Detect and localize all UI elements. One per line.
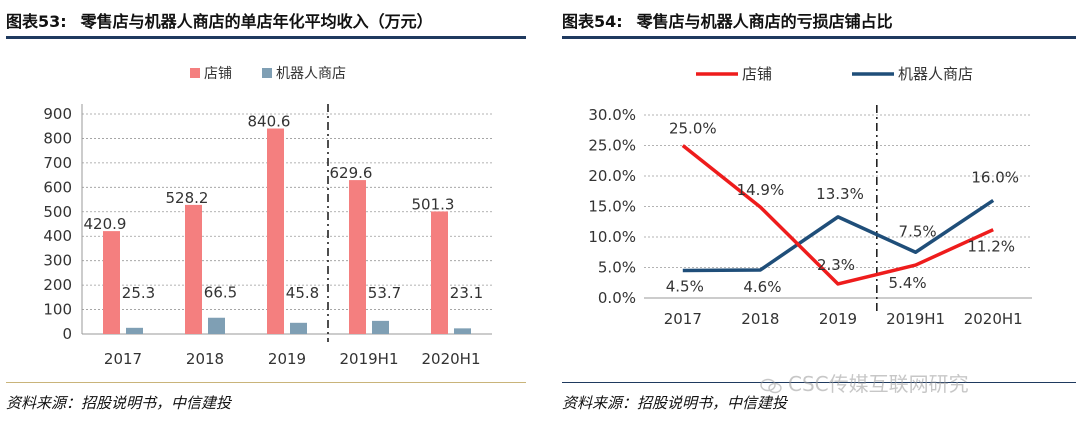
bar-1-2019H1 [372,320,389,334]
y-tick-label: 100 [43,301,72,319]
bar-0-2018 [185,204,202,334]
right-figure-number: 图表54: [562,12,623,31]
data-label-0-2019H1: 629.6 [330,164,373,182]
left-figure-panel: 图表53: 零售店与机器人商店的单店年化平均收入（万元） 店铺 机器人商店 0 100 2… [0,0,530,430]
y-tick-label: 0.0% [598,289,636,307]
data-label-1-2020H1: 23.1 [450,284,483,302]
left-source-note: 资料来源：招股说明书，中信建投 [6,394,232,412]
data-label-1-2019H1: 53.7 [368,284,401,302]
y-tick-label: 500 [43,203,72,221]
y-tick-label: 600 [43,178,72,196]
left-footer-rule [6,382,526,383]
bar-1-2018 [208,317,225,334]
line-chart: 店铺 机器人商店 0.0% 5.0% 10.0% 15.0% 20.0% 25.0% 30.0%… [588,65,1032,328]
legend-label-1: 机器人商店 [898,65,973,83]
x-tick-label: 2019 [268,350,306,368]
left-title-rule [6,36,526,39]
y-tick-label: 20.0% [588,167,636,185]
x-tick-label: 2019H1 [340,350,399,368]
bar-1-2019 [290,322,307,334]
data-label-0-2020H1: 501.3 [412,195,455,213]
x-tick-label: 2018 [186,350,224,368]
x-tick-label: 2020H1 [964,310,1023,328]
x-tick-label: 2020H1 [422,350,481,368]
data-label-1-2019: 13.3% [816,185,864,203]
data-label-0-2017: 25.0% [669,120,717,138]
right-figure-panel: 图表54: 零售店与机器人商店的亏损店铺占比 店铺 机器人商店 0.0% 5.0% 10.… [556,0,1080,430]
bar-chart: 店铺 机器人商店 0 100 200 300 400 500 600 700 800 900 2017 4… [43,66,492,368]
series-line-1 [682,198,995,273]
bar-0-2017 [103,231,120,334]
data-label-1-2017: 25.3 [122,284,155,302]
legend-label-0: 店铺 [742,65,772,83]
right-source-note: 资料来源：招股说明书，中信建投 [562,394,788,412]
data-label-0-2019: 2.3% [817,256,855,274]
y-tick-label: 5.0% [598,259,636,277]
data-label-0-2018: 528.2 [166,189,209,207]
data-label-0-2019H1: 5.4% [889,274,927,292]
right-figure-title-text: 零售店与机器人商店的亏损店铺占比 [636,12,893,31]
y-tick-label: 200 [43,276,72,294]
left-figure-title-text: 零售店与机器人商店的单店年化平均收入（万元） [80,12,433,31]
legend-label-0: 店铺 [204,66,232,82]
series-line-0 [681,144,994,286]
bar-0-2020H1 [431,211,448,334]
wechat-icon [760,378,782,393]
left-figure-title: 图表53: 零售店与机器人商店的单店年化平均收入（万元） [6,8,433,32]
x-tick-label: 2018 [741,310,779,328]
data-label-1-2020H1: 16.0% [971,168,1019,186]
x-tick-label: 2017 [664,310,702,328]
line-legend: 店铺 机器人商店 [696,65,973,83]
data-label-0-2017: 420.9 [84,215,127,233]
y-tick-label: 10.0% [588,228,636,246]
data-label-1-2018: 66.5 [204,284,237,302]
y-tick-label: 900 [43,105,72,123]
y-tick-label: 15.0% [588,198,636,216]
y-tick-label: 25.0% [588,137,636,155]
data-label-0-2020H1: 11.2% [967,238,1015,256]
data-label-0-2019: 840.6 [248,113,291,131]
x-tick-label: 2019 [819,310,857,328]
legend-label-1: 机器人商店 [276,66,346,82]
data-label-1-2019H1: 7.5% [899,222,937,240]
y-tick-label: 700 [43,154,72,172]
watermark-text: CSC传媒互联网研究 [788,372,969,396]
y-tick-label: 400 [43,227,72,245]
x-tick-label: 2019H1 [886,310,945,328]
right-title-rule [562,36,1076,39]
data-label-1-2019: 45.8 [286,284,319,302]
data-label-0-2018: 14.9% [737,181,785,199]
watermark: CSC传媒互联网研究 [760,368,1060,396]
bar-0-2019 [267,128,284,334]
y-tick-label: 30.0% [588,106,636,124]
legend-swatch-1 [262,68,272,78]
data-label-1-2018: 4.6% [743,278,781,296]
bar-1-2017 [126,327,143,334]
y-tick-label: 300 [43,252,72,270]
bar-1-2020H1 [454,328,471,334]
bar-0-2019H1 [349,180,366,334]
left-figure-number: 图表53: [6,12,67,31]
right-footer-rule [562,382,1076,383]
x-tick-label: 2017 [104,350,142,368]
legend-swatch-0 [190,68,200,78]
right-figure-title: 图表54: 零售店与机器人商店的亏损店铺占比 [562,8,893,32]
y-tick-label: 0 [62,325,72,343]
data-label-1-2017: 4.5% [666,278,704,296]
bar-legend: 店铺 机器人商店 [190,66,346,82]
y-tick-label: 800 [43,129,72,147]
